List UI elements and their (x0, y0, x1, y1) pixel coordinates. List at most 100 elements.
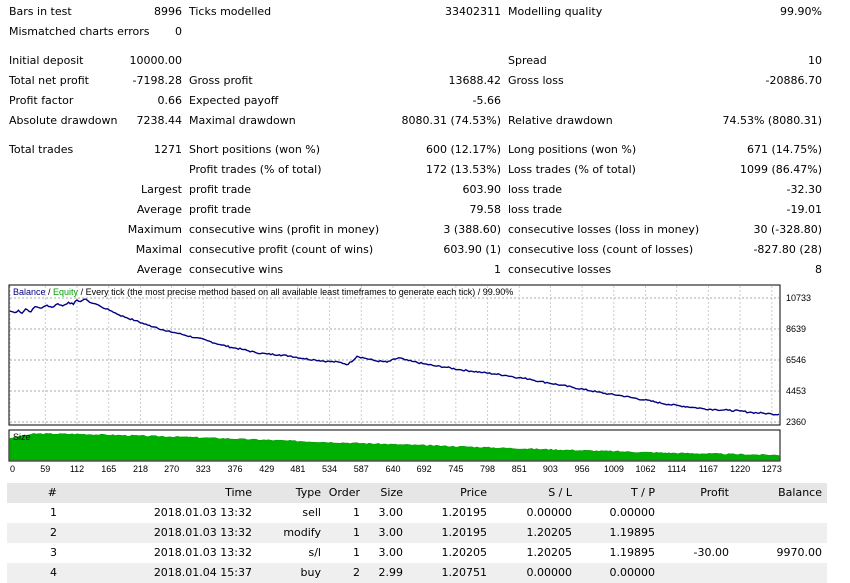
spread-value: 10 (808, 54, 822, 67)
balance-line (9, 298, 780, 416)
short-positions-label: Short positions (won %) (189, 143, 321, 156)
x-tick-label: 59 (40, 464, 50, 474)
x-tick-label: 956 (575, 464, 590, 474)
maximal-drawdown-value: 8080.31 (74.53%) (401, 114, 501, 127)
col-balance-cell: 9970.00 (776, 546, 823, 559)
header-col-price[interactable]: Price (460, 486, 487, 499)
modelling-quality-label: Modelling quality (508, 5, 603, 18)
largest-profit-trade-label: profit trade (189, 183, 252, 196)
x-tick-label: 903 (543, 464, 558, 474)
maximum-prefix: Maximum (127, 223, 182, 236)
size-area (9, 432, 780, 461)
col-time-cell: 2018.01.03 13:32 (153, 546, 252, 559)
legend-balance: Balance (13, 287, 46, 297)
header-col-sl[interactable]: S / L (548, 486, 572, 499)
col-type-cell: sell (302, 506, 321, 519)
header-col-balance[interactable]: Balance (778, 486, 822, 499)
ticks-modelled-value: 33402311 (445, 5, 501, 18)
total-trades-value: 1271 (154, 143, 182, 156)
table-row[interactable]: 2 2018.01.03 13:32 modify 1 3.00 1.20195 1.202… (7, 523, 827, 543)
spread-label: Spread (508, 54, 547, 67)
x-tick-label: 481 (290, 464, 305, 474)
average-consecutive-wins-value: 1 (494, 263, 501, 276)
report-summary: Bars in test 8996 Ticks modelled 3340231… (0, 0, 850, 285)
max-consecutive-losses-label: consecutive losses (loss in money) (508, 223, 700, 236)
absolute-drawdown-value: 7238.44 (136, 114, 183, 127)
ticks-modelled-label: Ticks modelled (189, 5, 272, 18)
profit-trades-value: 172 (13.53%) (425, 163, 501, 176)
maximal-consecutive-loss-label: consecutive loss (count of losses) (508, 243, 694, 256)
col-price-cell: 1.20751 (441, 566, 488, 579)
col-size-cell: 3.00 (378, 506, 404, 519)
col-price-cell: 1.20195 (441, 506, 488, 519)
maximal-drawdown-label: Maximal drawdown (189, 114, 296, 127)
col-tp-cell: 1.19895 (609, 526, 656, 539)
col-order-cell: 1 (353, 506, 360, 519)
col-number-cell: 2 (50, 526, 57, 539)
y-tick-label: 8639 (786, 324, 806, 334)
col-time-cell: 2018.01.03 13:32 (153, 506, 252, 519)
total-net-profit-label: Total net profit (9, 74, 89, 87)
gross-profit-value: 13688.42 (448, 74, 502, 87)
table-row[interactable]: 3 2018.01.03 13:32 s/l 1 3.00 1.20205 1.20205 1… (7, 543, 827, 563)
col-tp-cell: 1.19895 (609, 546, 656, 559)
maximal-consecutive-loss-value: -827.80 (28) (753, 243, 822, 256)
col-size-cell: 3.00 (378, 546, 404, 559)
x-tick-label: 1220 (730, 464, 750, 474)
average-loss-trade-value: -19.01 (786, 203, 822, 216)
maximal-prefix: Maximal (135, 243, 182, 256)
max-consecutive-wins-value: 3 (388.60) (443, 223, 501, 236)
profit-factor-label: Profit factor (9, 94, 74, 107)
header-col-size[interactable]: Size (380, 486, 403, 499)
average-loss-trade-label: loss trade (508, 203, 563, 216)
largest-profit-trade-value: 603.90 (462, 183, 502, 196)
table-row[interactable]: 1 2018.01.03 13:32 sell 1 3.00 1.20195 0.00000… (7, 503, 827, 523)
total-net-profit-value: -7198.28 (132, 74, 182, 87)
table-header: # Time Type Order Size Price S / L T / P Profit B… (7, 483, 827, 503)
total-trades-label: Total trades (9, 143, 74, 156)
absolute-drawdown-label: Absolute drawdown (9, 114, 118, 127)
header-col-profit[interactable]: Profit (700, 486, 729, 499)
average-consecutive-wins-label: consecutive wins (189, 263, 284, 276)
largest-prefix: Largest (141, 183, 182, 196)
horizontal-grid (10, 297, 779, 423)
x-tick-label: 692 (417, 464, 432, 474)
col-number-cell: 1 (50, 506, 57, 519)
average-profit-trade-value: 79.58 (469, 203, 502, 216)
bars-in-test-label: Bars in test (9, 5, 72, 18)
table-row[interactable]: 4 2018.01.04 15:37 buy 2 2.99 1.20751 0.00000 0… (7, 563, 827, 583)
average-profit-trade-label: profit trade (189, 203, 252, 216)
x-tick-label: 218 (133, 464, 148, 474)
header-col-time[interactable]: Time (225, 486, 252, 499)
initial-deposit-value: 10000.00 (129, 54, 183, 67)
col-profit-cell: -30.00 (693, 546, 729, 559)
x-tick-label: 1062 (636, 464, 656, 474)
mismatched-errors-label: Mismatched charts errors (9, 25, 150, 38)
legend-equity: Equity (53, 287, 79, 297)
largest-loss-trade-value: -32.30 (786, 183, 822, 196)
average-consec-prefix: Average (136, 263, 182, 276)
col-order-cell: 1 (353, 546, 360, 559)
profit-factor-value: 0.66 (157, 94, 183, 107)
loss-trades-label: Loss trades (% of total) (508, 163, 636, 176)
y-tick-label: 6546 (786, 355, 806, 365)
largest-loss-trade-label: loss trade (508, 183, 563, 196)
y-axis-labels: 10733 8639 6546 4453 2360 (786, 293, 811, 427)
header-col-tp[interactable]: T / P (630, 486, 655, 499)
x-tick-label: 851 (512, 464, 527, 474)
x-tick-label: 798 (480, 464, 495, 474)
col-order-cell: 1 (353, 526, 360, 539)
x-tick-label: 587 (354, 464, 369, 474)
vertical-grid (9, 286, 773, 424)
short-positions-value: 600 (12.17%) (425, 143, 501, 156)
long-positions-label: Long positions (won %) (508, 143, 637, 156)
header-col-type[interactable]: Type (295, 486, 321, 499)
col-price-cell: 1.20205 (441, 546, 488, 559)
col-size-cell: 3.00 (378, 526, 404, 539)
max-consecutive-wins-label: consecutive wins (profit in money) (189, 223, 380, 236)
header-col-order[interactable]: Order (328, 486, 360, 499)
header-col-number[interactable]: # (47, 486, 57, 499)
relative-drawdown-label: Relative drawdown (508, 114, 613, 127)
col-size-cell: 2.99 (378, 566, 404, 579)
average-prefix: Average (136, 203, 182, 216)
